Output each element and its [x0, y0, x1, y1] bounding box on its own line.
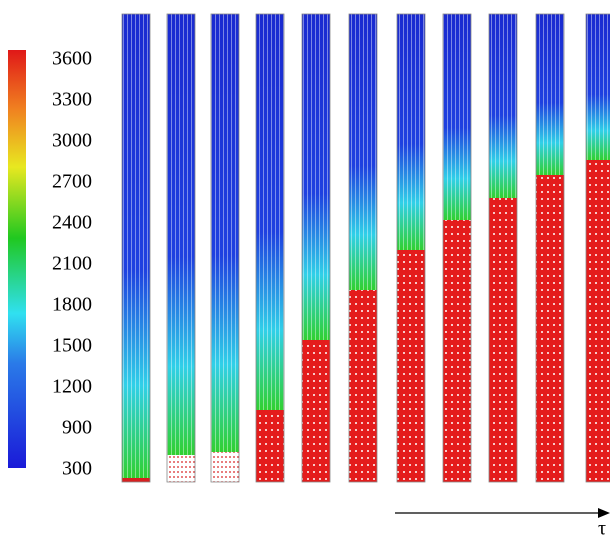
streaks [302, 14, 330, 340]
panel-frame [210, 13, 240, 483]
streaks [349, 14, 377, 290]
streaks [443, 14, 471, 220]
panel-frame [166, 13, 196, 483]
hot-region [211, 452, 239, 482]
panel-frame [348, 13, 378, 483]
tick-label: 2100 [52, 253, 92, 275]
tick-label: 1200 [52, 376, 92, 398]
snapshot [396, 13, 426, 483]
panel-frame [442, 13, 472, 483]
snapshot [121, 13, 151, 483]
snapshot [210, 13, 240, 483]
snapshot [166, 13, 196, 483]
snapshot [585, 13, 610, 483]
hot-region [586, 160, 610, 482]
panel-frame [585, 13, 610, 483]
hot-region [489, 198, 517, 482]
streaks [586, 14, 610, 160]
streaks [489, 14, 517, 198]
tick-label: 1800 [52, 294, 92, 316]
streaks [167, 14, 195, 455]
hot-region [349, 290, 377, 482]
colorbar-ticks: 3600 3300 3000 2700 2400 2100 1800 1500 1200 900 3… [52, 48, 92, 480]
tick-label: 3600 [52, 48, 92, 70]
panel-frame [488, 13, 518, 483]
colorbar [8, 50, 26, 468]
snapshot [348, 13, 378, 483]
tick-label: 300 [62, 458, 92, 480]
tick-label: 3300 [52, 89, 92, 111]
hot-region [536, 175, 564, 482]
snapshot [488, 13, 518, 483]
tick-label: 2400 [52, 212, 92, 234]
panel-frame [535, 13, 565, 483]
streaks [122, 14, 150, 478]
panel-frame [396, 13, 426, 483]
snapshot [301, 13, 331, 483]
streaks [256, 14, 284, 410]
tick-label: 900 [62, 417, 92, 439]
streaks [397, 14, 425, 250]
arrow-head [598, 508, 610, 518]
snapshot [535, 13, 565, 483]
tick-label: 3000 [52, 130, 92, 152]
tick-label: 1500 [52, 335, 92, 357]
hot-region [302, 340, 330, 482]
hot-region [167, 455, 195, 482]
hot-region [397, 250, 425, 482]
snapshot [255, 13, 285, 483]
snapshot [442, 13, 472, 483]
hot-region [256, 410, 284, 482]
streaks [211, 14, 239, 452]
hot-region [443, 220, 471, 482]
hot-base [122, 478, 150, 482]
panel-frame [301, 13, 331, 483]
snapshots [121, 13, 610, 483]
panel-frame [255, 13, 285, 483]
panel-frame [121, 13, 151, 483]
tick-label: 2700 [52, 171, 92, 193]
streaks [536, 14, 564, 175]
time-label: τ [598, 518, 606, 536]
